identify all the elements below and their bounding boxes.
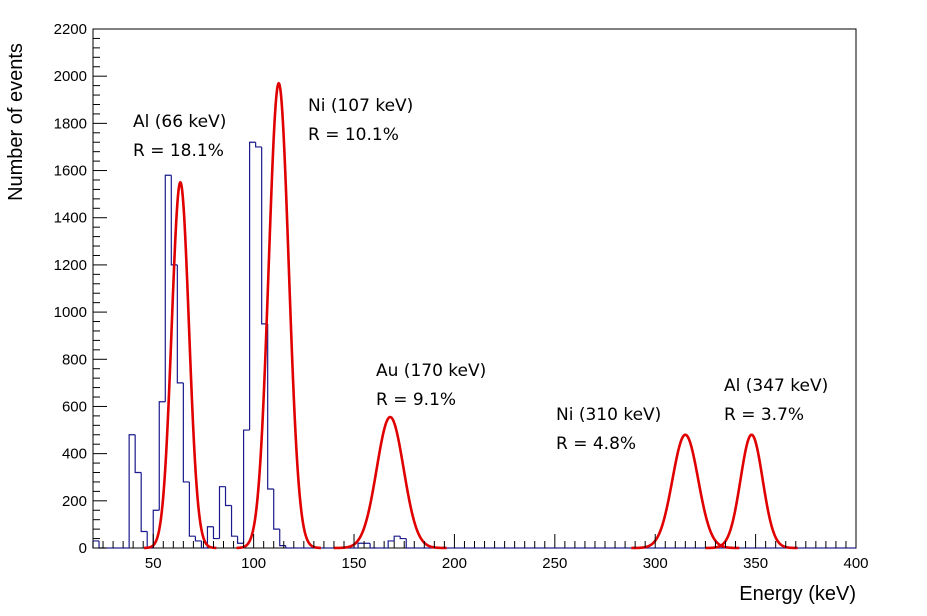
y-tick-label: 1600	[54, 163, 87, 180]
fit-curve-0	[143, 181, 218, 550]
x-tick-label: 350	[743, 555, 768, 572]
histogram-bin	[357, 542, 365, 548]
x-tick-label: 400	[843, 555, 868, 572]
x-tick-label: 300	[643, 555, 668, 572]
histogram-bin	[140, 472, 148, 533]
histogram-bin	[218, 486, 226, 539]
histogram-bin	[212, 526, 220, 540]
fit-curve-2	[332, 415, 448, 550]
axes-layer: 0 200 400 600 800 1000 1200 1400 1600 1800 2000 220…	[54, 21, 869, 572]
annotation-al-347-resolution: R = 3.7%	[724, 405, 804, 425]
y-tick-label: 1400	[54, 210, 87, 227]
x-tick-label: 100	[241, 555, 266, 572]
y-tick-label: 800	[62, 351, 87, 368]
annotation-al-66-resolution: R = 18.1%	[133, 141, 224, 161]
annotation-ni-107-resolution: R = 10.1%	[308, 125, 399, 145]
histogram-bin	[176, 264, 184, 384]
plot-frame	[92, 28, 857, 549]
histogram-bin	[267, 323, 274, 490]
y-axis-title: Number of events	[5, 43, 27, 201]
y-tick-label: 400	[62, 446, 87, 463]
annotation-au-170-label: Au (170 keV)	[376, 361, 486, 381]
histogram-bin	[405, 538, 413, 549]
histogram-bin	[182, 382, 190, 483]
annotation-ni-107-label: Ni (107 keV)	[308, 96, 413, 116]
histogram-bin	[164, 174, 172, 402]
annotation-ni-310-label: Ni (310 keV)	[556, 405, 661, 425]
histogram-bin	[206, 526, 214, 548]
y-tick-label: 2200	[54, 21, 87, 38]
annotation-ni-310-resolution: R = 4.8%	[556, 434, 636, 454]
fit-curve-1	[235, 81, 322, 550]
y-tick-label: 1800	[54, 115, 87, 132]
histogram-bin	[134, 434, 142, 474]
labels-layer: Energy (keV) Number of events Al (66 keV…	[5, 43, 856, 605]
histogram-bin	[387, 540, 395, 548]
plot-area	[92, 28, 857, 549]
histogram-bin	[236, 536, 244, 544]
histogram-bin	[128, 434, 136, 548]
histogram-bin	[242, 429, 250, 544]
histogram-bin	[194, 536, 202, 542]
annotation-al-66-label: Al (66 keV)	[133, 112, 226, 132]
annotation-au-170-resolution: R = 9.1%	[376, 390, 456, 410]
histogram-bin	[399, 536, 407, 540]
x-tick-label: 150	[342, 555, 367, 572]
histogram-bin	[393, 535, 401, 541]
x-axis-title: Energy (keV)	[739, 583, 856, 605]
y-tick-label: 200	[62, 493, 87, 510]
histogram-bin	[273, 489, 280, 530]
x-tick-label: 200	[442, 555, 467, 572]
y-tick-label: 2000	[54, 68, 87, 85]
histogram-bin	[230, 505, 238, 537]
y-tick-label: 1000	[54, 304, 87, 321]
y-tick-label: 600	[62, 398, 87, 415]
fit-layer	[143, 81, 799, 550]
histogram-bin	[255, 142, 262, 148]
histogram-bin	[200, 540, 208, 549]
y-tick-label: 1200	[54, 257, 87, 274]
y-tick-label: 0	[79, 540, 87, 557]
histogram-bin	[249, 141, 256, 431]
histogram-bin	[285, 545, 292, 549]
x-tick-label: 50	[145, 555, 162, 572]
x-tick-label: 250	[542, 555, 567, 572]
fit-curve-4	[704, 433, 799, 550]
histogram-bin	[224, 486, 232, 507]
annotation-al-347-label: Al (347 keV)	[724, 376, 828, 396]
histogram-bin	[188, 481, 196, 537]
histogram-bin	[158, 401, 166, 511]
